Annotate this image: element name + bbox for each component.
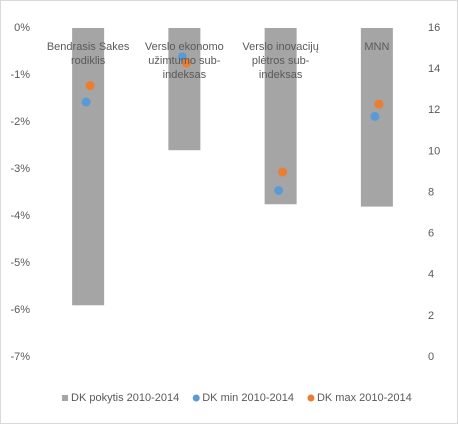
category-label: Verslo inovacijų plėtros sub-indeksas xyxy=(242,41,319,81)
category-label: MNN xyxy=(364,41,390,53)
category-label-box: Verslo ekonomo užimtumo sub-indeksas xyxy=(144,41,224,81)
legend-swatch xyxy=(307,394,315,402)
y-tick-label: -3% xyxy=(10,163,30,175)
y2-tick-label: 14 xyxy=(428,63,440,75)
y-tick-label: 0% xyxy=(14,22,30,34)
point xyxy=(85,81,95,91)
y-tick-label: -6% xyxy=(10,304,30,316)
y-tick-label: -7% xyxy=(10,351,30,363)
y2-tick-label: 6 xyxy=(428,228,434,240)
point xyxy=(181,58,191,68)
bar xyxy=(72,28,105,306)
point xyxy=(278,167,288,177)
y2-tick-label: 2 xyxy=(428,310,434,322)
category-label: Verslo ekonomo užimtumo sub-indeksas xyxy=(144,41,224,81)
bar xyxy=(168,28,201,151)
legend-swatch xyxy=(62,395,68,401)
point xyxy=(370,111,380,121)
point xyxy=(374,99,384,109)
y-tick-label: -1% xyxy=(10,69,30,81)
category-label-box: MNN xyxy=(364,41,390,53)
y2-tick-label: 10 xyxy=(428,145,440,157)
y2-tick-label: 16 xyxy=(428,22,440,34)
category-label-box: Bendrasis Sakes rodiklis xyxy=(46,41,130,67)
legend-label: DK max 2010-2014 xyxy=(317,392,412,404)
y-tick-label: -2% xyxy=(10,116,30,128)
y2-tick-label: 4 xyxy=(428,269,434,281)
legend-label: DK min 2010-2014 xyxy=(202,392,294,404)
category-label-box: Verslo inovacijų plėtros sub-indeksas xyxy=(242,41,319,81)
y-tick-label: -4% xyxy=(10,210,30,222)
point xyxy=(274,185,284,195)
y2-tick-label: 8 xyxy=(428,186,434,198)
point xyxy=(81,97,91,107)
y2-tick-label: 12 xyxy=(428,104,440,116)
category-label: Bendrasis Sakes rodiklis xyxy=(46,41,130,67)
legend-swatch xyxy=(192,394,200,402)
y-tick-label: -5% xyxy=(10,257,30,269)
y2-tick-label: 0 xyxy=(428,351,434,363)
legend-label: DK pokytis 2010-2014 xyxy=(71,392,179,404)
